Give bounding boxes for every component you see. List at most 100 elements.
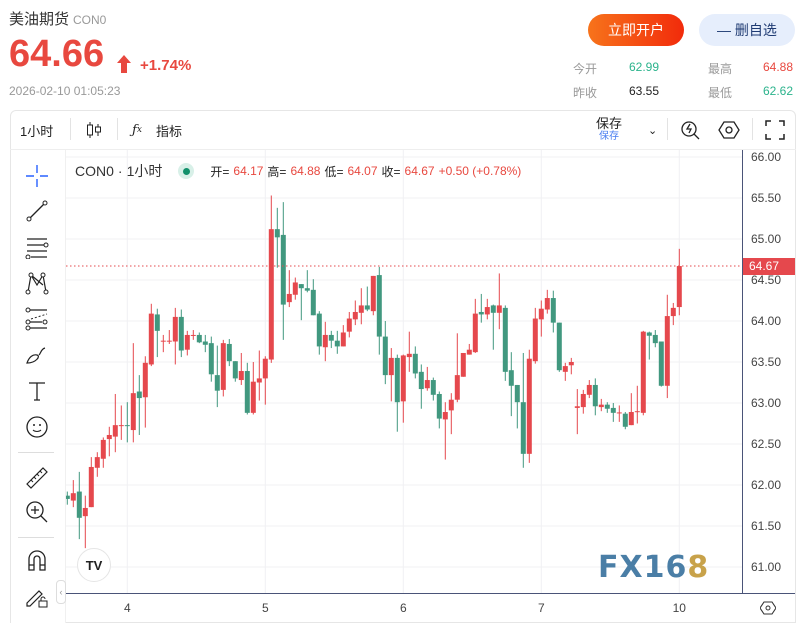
candle-down bbox=[124, 425, 130, 427]
candle-down bbox=[514, 384, 520, 403]
candle-up bbox=[628, 412, 634, 426]
legend-open: 64.17 bbox=[233, 164, 264, 178]
candle-down bbox=[550, 298, 556, 323]
save-dropdown-chevron-icon[interactable]: ⌄ bbox=[648, 124, 658, 137]
legend-change: +0.50 (+0.78%) bbox=[438, 164, 522, 178]
price-axis[interactable]: 66.00 65.50 65.00 64.50 64.00 63.50 63.00 62.50… bbox=[742, 150, 795, 593]
candle-up bbox=[220, 343, 226, 390]
candle-up bbox=[400, 355, 406, 402]
high-value: 64.88 bbox=[763, 60, 794, 74]
candlestick-chart[interactable] bbox=[66, 150, 742, 593]
zoom-in-icon[interactable] bbox=[25, 500, 49, 524]
drawing-toolbar: ‹ bbox=[11, 150, 66, 623]
lock-drawings-icon[interactable] bbox=[25, 585, 49, 609]
magnet-icon[interactable] bbox=[25, 548, 49, 572]
candle-down bbox=[418, 371, 424, 390]
candle-up bbox=[640, 331, 646, 413]
axis-settings-icon[interactable] bbox=[760, 600, 776, 616]
candle-down bbox=[202, 341, 208, 345]
toolbar-divider bbox=[18, 452, 54, 453]
candlestick-icon[interactable] bbox=[86, 120, 102, 140]
candle-up bbox=[100, 439, 106, 459]
trend-line-icon[interactable] bbox=[25, 199, 49, 223]
legend-high: 64.88 bbox=[290, 164, 321, 178]
time-axis[interactable]: 4 5 6 7 10 bbox=[66, 593, 795, 623]
candle-up bbox=[148, 313, 154, 365]
x-tick-label: 5 bbox=[261, 601, 269, 615]
candle-up bbox=[472, 313, 478, 353]
candle-down bbox=[394, 357, 400, 403]
candle-down bbox=[328, 334, 334, 341]
candle-up bbox=[250, 381, 256, 413]
legend-low-label: 低= bbox=[324, 164, 344, 179]
candle-down bbox=[364, 305, 370, 310]
tradingview-logo[interactable]: TV bbox=[77, 548, 111, 582]
candle-down bbox=[214, 375, 220, 391]
interval-selector[interactable]: 1小时 bbox=[20, 123, 54, 139]
y-tick-label: 65.50 bbox=[751, 191, 782, 205]
y-tick-label: 66.00 bbox=[751, 150, 782, 164]
candle-down bbox=[436, 393, 442, 419]
brush-icon[interactable] bbox=[25, 343, 49, 367]
instrument-code: CON0 bbox=[73, 13, 107, 27]
candle-up bbox=[532, 318, 538, 362]
candle-up bbox=[172, 316, 178, 342]
remove-watchlist-button[interactable]: — 删自选 bbox=[699, 14, 795, 46]
collapse-toolbar-handle[interactable]: ‹ bbox=[56, 580, 66, 604]
candle-down bbox=[478, 311, 484, 315]
current-price: 64.66 bbox=[9, 33, 105, 75]
candle-up bbox=[184, 334, 190, 350]
legend-interval: 1小时 bbox=[126, 163, 163, 179]
candle-down bbox=[196, 334, 202, 343]
candle-up bbox=[106, 434, 112, 440]
y-tick-label: 64.00 bbox=[751, 314, 782, 328]
candle-down bbox=[304, 288, 310, 291]
candle-up bbox=[634, 411, 640, 413]
open-account-button[interactable]: 立即开户 bbox=[588, 14, 684, 46]
candle-down bbox=[592, 384, 598, 407]
candle-up bbox=[664, 316, 670, 386]
candle-up bbox=[526, 358, 532, 454]
quick-search-icon[interactable] bbox=[680, 119, 702, 141]
y-tick-label: 65.00 bbox=[751, 232, 782, 246]
emoji-icon[interactable] bbox=[25, 415, 49, 439]
horizontal-lines-icon[interactable] bbox=[25, 235, 49, 259]
fullscreen-icon[interactable] bbox=[765, 120, 785, 140]
candle-up bbox=[286, 293, 292, 303]
timestamp: 2026-02-10 01:05:23 bbox=[9, 84, 121, 98]
text-icon[interactable] bbox=[25, 379, 49, 403]
crosshair-icon[interactable] bbox=[25, 164, 49, 188]
candle-down bbox=[66, 495, 70, 499]
candle-down bbox=[490, 305, 496, 313]
candle-up bbox=[574, 406, 580, 408]
candle-down bbox=[502, 307, 508, 372]
indicators-button[interactable]: 指标 bbox=[156, 123, 183, 139]
prev-close-value: 63.55 bbox=[629, 84, 660, 98]
fibonacci-icon[interactable] bbox=[25, 307, 49, 331]
candle-down bbox=[280, 234, 286, 305]
candle-up bbox=[496, 305, 502, 313]
candle-down bbox=[622, 413, 628, 427]
candle-up bbox=[616, 412, 622, 414]
candle-down bbox=[154, 314, 160, 331]
candle-up bbox=[562, 366, 568, 372]
y-tick-label: 61.50 bbox=[751, 519, 782, 533]
candle-up bbox=[676, 266, 682, 308]
ohlc-legend: CON0 · 1小时 开= 64.17 高= 64.88 低= 64.07 收= 64.6… bbox=[75, 163, 522, 179]
save-button[interactable]: 保存 保存 bbox=[596, 110, 622, 150]
legend-close: 64.67 bbox=[404, 164, 435, 178]
candle-down bbox=[178, 316, 184, 351]
legend-close-label: 收= bbox=[381, 164, 401, 179]
ruler-icon[interactable] bbox=[25, 466, 49, 490]
change-percent: +1.74% bbox=[140, 57, 192, 74]
pattern-icon[interactable] bbox=[25, 271, 49, 295]
candle-up bbox=[94, 457, 100, 468]
candle-up bbox=[142, 362, 148, 398]
toolbar-divider bbox=[18, 537, 54, 538]
candle-down bbox=[208, 343, 214, 375]
toolbar-divider bbox=[667, 118, 668, 140]
settings-icon[interactable] bbox=[718, 119, 740, 141]
y-tick-label: 64.50 bbox=[751, 273, 782, 287]
